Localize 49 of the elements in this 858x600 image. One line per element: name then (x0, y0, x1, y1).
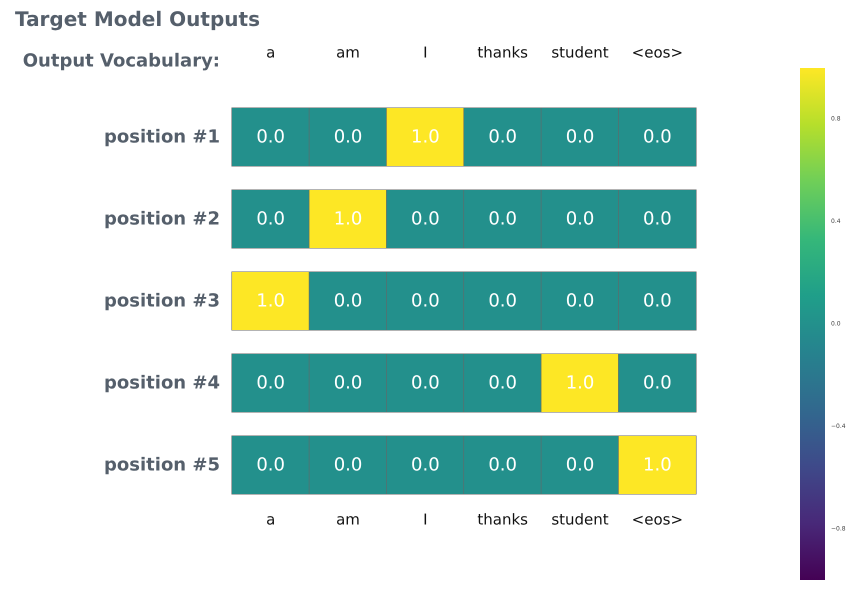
x-tick-label: <eos> (632, 510, 684, 528)
category-label: <eos> (632, 44, 684, 62)
chart-title: Target Model Outputs (15, 7, 260, 31)
category-label: I (423, 44, 428, 62)
y-tick-label: position #1 (104, 126, 220, 148)
data-label: 0.0 (643, 208, 672, 230)
category-label: thanks (477, 44, 528, 62)
category-label: am (336, 44, 360, 62)
data-label: 0.0 (488, 290, 517, 312)
data-label: 0.0 (411, 372, 440, 394)
data-label: 0.0 (488, 126, 517, 148)
x-tick-label: I (423, 510, 428, 528)
data-label: 0.0 (256, 208, 285, 230)
y-tick-label: position #4 (104, 372, 220, 394)
data-label: 0.0 (643, 126, 672, 148)
x-tick-label: am (336, 510, 360, 528)
data-label: 0.0 (566, 126, 594, 148)
x-tick-label: student (551, 510, 609, 528)
data-label: 0.0 (566, 454, 594, 476)
data-label: 1.0 (334, 208, 362, 230)
x-tick-label: thanks (477, 510, 528, 528)
data-label: 0.0 (256, 372, 285, 394)
x-tick-label: a (266, 510, 276, 528)
x-axis-title: Output Vocabulary: (22, 50, 220, 72)
category-label: a (266, 44, 276, 62)
data-label: 0.0 (334, 372, 362, 394)
data-label: 0.0 (334, 454, 362, 476)
data-label: 0.0 (566, 290, 594, 312)
y-tick-label: position #5 (104, 454, 220, 476)
data-label: 1.0 (566, 372, 594, 394)
data-label: 0.0 (488, 454, 517, 476)
data-label: 0.0 (643, 372, 672, 394)
data-label: 0.0 (643, 290, 672, 312)
data-label: 0.0 (256, 454, 285, 476)
data-label: 1.0 (411, 126, 440, 148)
data-label: 0.0 (256, 126, 285, 148)
data-label: 0.0 (411, 454, 440, 476)
category-label: student (551, 44, 609, 62)
data-label: 1.0 (643, 454, 672, 476)
y-tick-label: position #3 (104, 290, 220, 312)
data-label: 1.0 (256, 290, 285, 312)
y-tick-label: position #2 (104, 208, 220, 230)
data-label: 0.0 (566, 208, 594, 230)
data-label: 0.0 (411, 208, 440, 230)
data-label: 0.0 (334, 126, 362, 148)
data-label: 0.0 (411, 290, 440, 312)
data-label: 0.0 (334, 290, 362, 312)
data-label: 0.0 (488, 372, 517, 394)
data-label: 0.0 (488, 208, 517, 230)
